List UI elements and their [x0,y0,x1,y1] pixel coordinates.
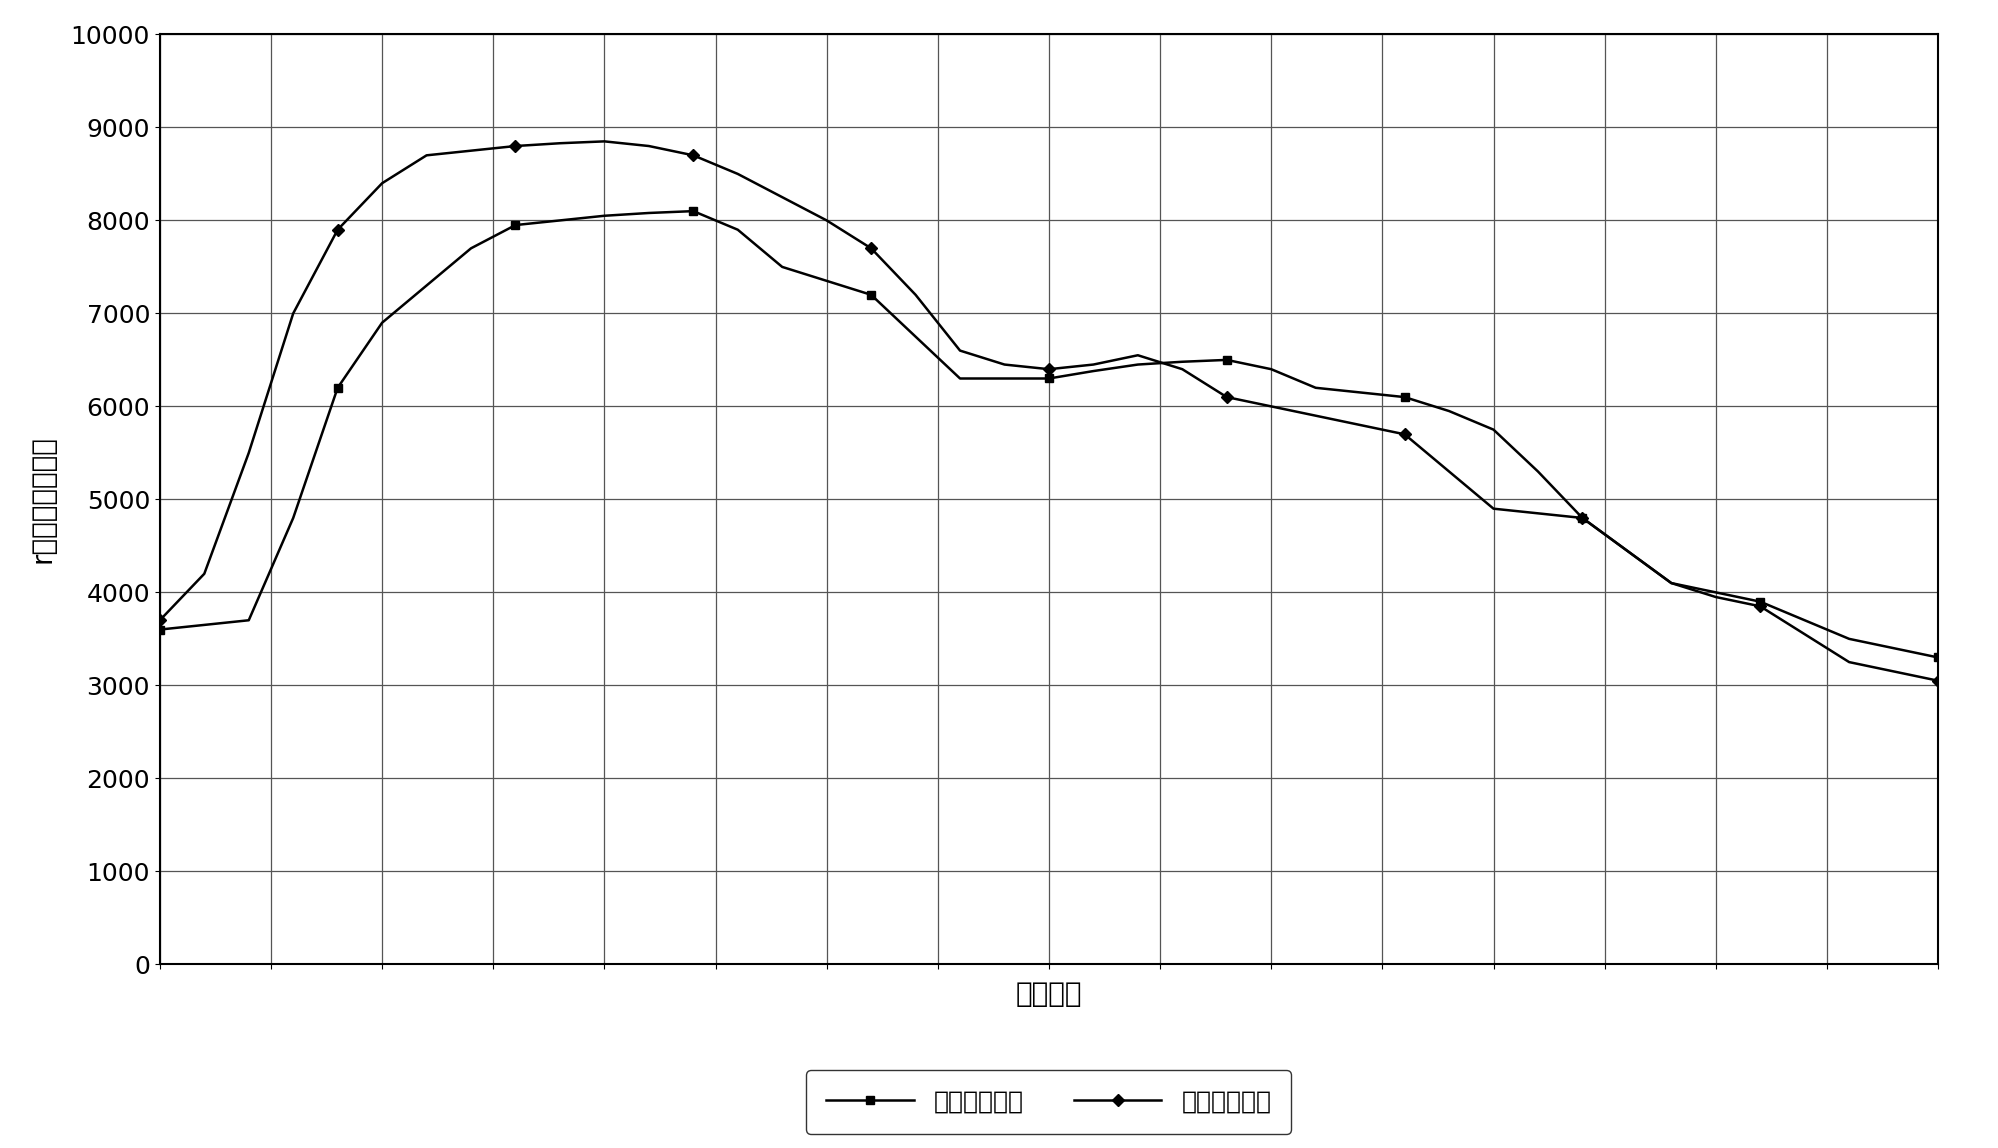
实际测量结果 [326,381,350,395]
理论计算结果 [1303,409,1327,422]
实际测量结果 [1838,631,1862,645]
实际测量结果 [1658,576,1682,590]
理论计算结果 [681,148,705,162]
Y-axis label: r总量（扚本底）: r总量（扚本底） [28,435,56,564]
实际测量结果 [949,372,973,386]
理论计算结果 [1215,390,1239,404]
实际测量结果 [1614,544,1638,558]
理论计算结果 [503,139,527,153]
理论计算结果 [1704,590,1728,604]
理论计算结果 [771,191,795,204]
理论计算结果 [1393,427,1417,441]
理论计算结果 [148,613,172,627]
理论计算结果 [547,137,571,150]
理论计算结果 [1125,348,1149,362]
理论计算结果 [416,148,440,162]
X-axis label: 位置高度: 位置高度 [1015,979,1083,1008]
理论计算结果 [859,241,883,255]
理论计算结果 [1526,506,1550,520]
实际测量结果 [1303,381,1327,395]
理论计算结果 [236,447,260,460]
实际测量结果 [192,618,216,631]
理论计算结果 [1081,358,1105,372]
理论计算结果 [370,177,394,191]
理论计算结果 [949,343,973,357]
理论计算结果 [903,288,927,302]
实际测量结果 [1704,585,1728,599]
实际测量结果 [1215,354,1239,367]
实际测量结果 [681,204,705,218]
实际测量结果 [1081,364,1105,378]
实际测量结果 [148,622,172,636]
理论计算结果 [1792,627,1816,641]
实际测量结果 [282,511,306,525]
实际测量结果 [591,209,615,223]
实际测量结果 [1037,372,1061,386]
实际测量结果 [637,207,661,220]
Line: 理论计算结果: 理论计算结果 [156,138,1942,685]
理论计算结果 [1614,544,1638,558]
实际测量结果 [725,223,749,236]
理论计算结果 [1838,656,1862,669]
实际测量结果 [1259,363,1283,377]
理论计算结果 [1171,363,1195,377]
实际测量结果 [1748,595,1772,608]
理论计算结果 [1748,599,1772,613]
理论计算结果 [1259,400,1283,413]
理论计算结果 [1037,363,1061,377]
Legend: 实际测量结果, 理论计算结果: 实际测量结果, 理论计算结果 [807,1070,1291,1134]
实际测量结果 [416,279,440,293]
理论计算结果 [1570,511,1594,525]
理论计算结果 [1926,674,1950,688]
理论计算结果 [725,166,749,180]
实际测量结果 [1125,358,1149,372]
实际测量结果 [1437,404,1461,418]
理论计算结果 [1658,576,1682,590]
理论计算结果 [326,223,350,236]
实际测量结果 [503,218,527,232]
实际测量结果 [1393,390,1417,404]
理论计算结果 [1481,502,1506,515]
实际测量结果 [547,214,571,227]
实际测量结果 [859,288,883,302]
实际测量结果 [1349,386,1373,400]
实际测量结果 [993,372,1017,386]
实际测量结果 [236,613,260,627]
实际测量结果 [460,241,484,255]
理论计算结果 [1349,418,1373,432]
实际测量结果 [771,261,795,274]
理论计算结果 [637,139,661,153]
理论计算结果 [591,134,615,148]
实际测量结果 [1526,465,1550,479]
Line: 实际测量结果: 实际测量结果 [156,207,1942,661]
理论计算结果 [460,144,484,157]
实际测量结果 [1481,422,1506,436]
实际测量结果 [370,316,394,329]
理论计算结果 [192,567,216,581]
实际测量结果 [815,274,839,288]
理论计算结果 [815,214,839,227]
实际测量结果 [1926,651,1950,665]
实际测量结果 [1570,511,1594,525]
理论计算结果 [282,307,306,320]
理论计算结果 [993,358,1017,372]
实际测量结果 [1882,642,1906,656]
实际测量结果 [903,329,927,343]
实际测量结果 [1171,355,1195,369]
理论计算结果 [1437,465,1461,479]
理论计算结果 [1882,665,1906,678]
实际测量结果 [1792,613,1816,627]
